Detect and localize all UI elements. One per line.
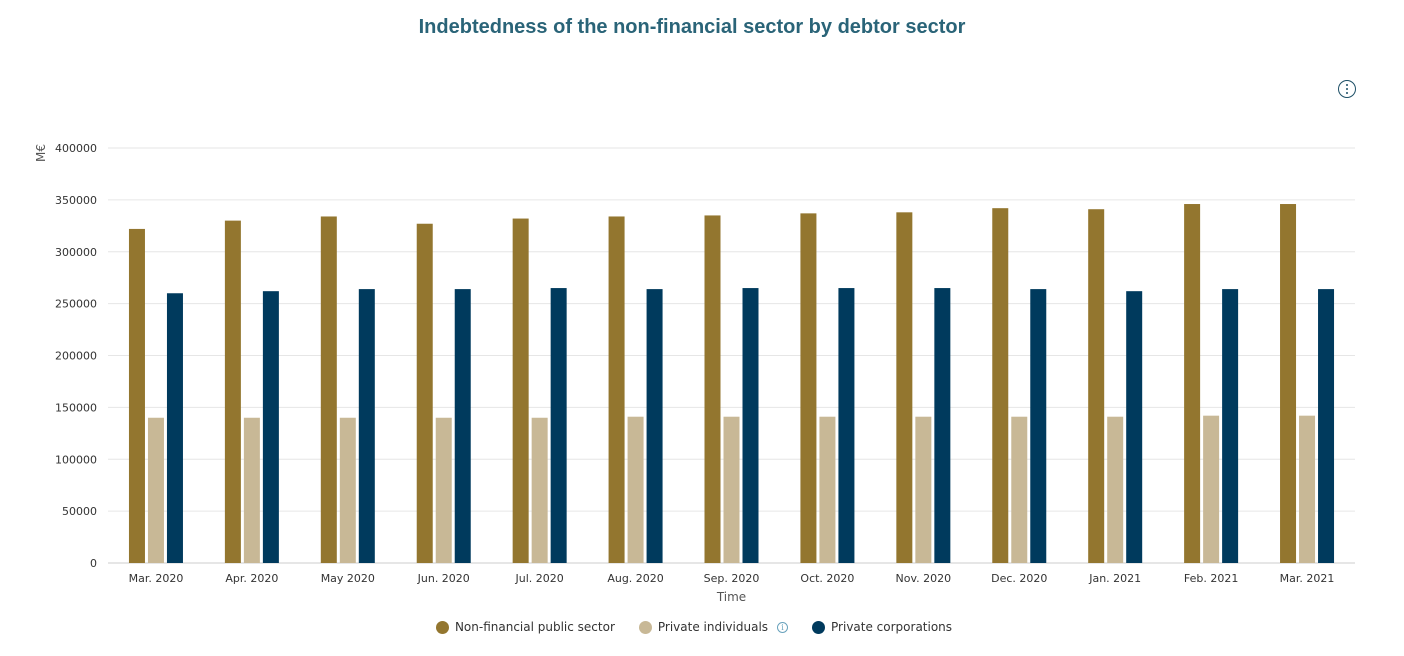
bar[interactable]	[454, 289, 471, 563]
legend: Non-financial public sector Private indi…	[0, 620, 1388, 634]
bar[interactable]	[1318, 289, 1335, 563]
bar[interactable]	[339, 417, 356, 563]
bar[interactable]	[1011, 416, 1028, 563]
y-tick-label: 50000	[62, 505, 97, 518]
legend-item-public-sector[interactable]: Non-financial public sector	[435, 620, 615, 634]
bar[interactable]	[992, 208, 1009, 564]
bar[interactable]	[550, 288, 567, 563]
y-axis-title: M€	[34, 144, 48, 162]
legend-swatch	[638, 620, 652, 634]
legend-item-private-individuals[interactable]: Private individuals i	[638, 620, 789, 634]
x-tick-label: Nov. 2020	[896, 572, 952, 585]
chart-menu-button[interactable]	[1338, 80, 1356, 98]
bar[interactable]	[742, 288, 759, 563]
y-tick-label: 400000	[55, 142, 97, 155]
y-tick-label: 300000	[55, 246, 97, 259]
bar[interactable]	[934, 288, 951, 563]
bar[interactable]	[166, 293, 183, 563]
bar[interactable]	[224, 220, 241, 563]
bar[interactable]	[262, 291, 279, 563]
bar[interactable]	[915, 416, 932, 563]
x-tick-label: Jan. 2021	[1088, 572, 1141, 585]
x-tick-label: Dec. 2020	[991, 572, 1047, 585]
y-tick-label: 350000	[55, 194, 97, 207]
bar[interactable]	[1299, 415, 1316, 563]
bar[interactable]	[320, 216, 337, 563]
bar[interactable]	[147, 417, 164, 563]
menu-dot	[1345, 91, 1349, 95]
y-tick-label: 250000	[55, 298, 97, 311]
bar[interactable]	[1088, 209, 1105, 563]
bar[interactable]	[1222, 289, 1239, 563]
y-tick-label: 0	[90, 557, 97, 570]
x-tick-label: Apr. 2020	[225, 572, 278, 585]
x-tick-label: May 2020	[321, 572, 375, 585]
bar[interactable]	[512, 218, 529, 564]
bar[interactable]	[1203, 415, 1220, 563]
x-tick-label: Jul. 2020	[515, 572, 564, 585]
legend-swatch	[812, 620, 826, 634]
bar[interactable]	[243, 417, 260, 563]
bar[interactable]	[608, 216, 625, 563]
legend-swatch	[435, 620, 449, 634]
bars	[128, 204, 1335, 564]
legend-label: Private corporations	[831, 620, 953, 634]
x-tick-label: Sep. 2020	[704, 572, 760, 585]
legend-label: Non-financial public sector	[454, 620, 615, 634]
y-tick-label: 100000	[55, 453, 97, 466]
bar[interactable]	[1280, 204, 1297, 563]
legend-item-private-corporations[interactable]: Private corporations	[812, 620, 952, 634]
menu-dot	[1345, 87, 1349, 91]
x-tick-label: Feb. 2021	[1184, 572, 1238, 585]
bar[interactable]	[819, 416, 836, 563]
bar[interactable]	[128, 228, 145, 564]
x-tick-label: Mar. 2020	[129, 572, 184, 585]
bar[interactable]	[723, 416, 740, 563]
y-tick-label: 200000	[55, 350, 97, 363]
bar[interactable]	[416, 223, 433, 564]
bar[interactable]	[646, 289, 663, 563]
x-tick-label: Aug. 2020	[607, 572, 663, 585]
bar[interactable]	[1184, 204, 1201, 563]
bar[interactable]	[358, 289, 375, 563]
x-axis-title: Time	[716, 590, 746, 604]
bar[interactable]	[627, 416, 644, 563]
chart-title: Indebtedness of the non-financial sector…	[418, 16, 966, 38]
x-tick-label: Oct. 2020	[800, 572, 854, 585]
y-axis-ticks: 0 50000 100000 150000 200000 250000 300000 3500…	[55, 142, 97, 570]
bar[interactable]	[800, 213, 817, 564]
bar[interactable]	[838, 288, 855, 563]
legend-label: Private individuals	[657, 620, 769, 634]
bar[interactable]	[531, 417, 548, 563]
bar[interactable]	[704, 215, 721, 563]
bar[interactable]	[896, 212, 913, 563]
x-tick-label: Jun. 2020	[417, 572, 470, 585]
x-tick-label: Mar. 2021	[1280, 572, 1335, 585]
bar[interactable]	[1030, 289, 1047, 563]
y-tick-label: 150000	[55, 401, 97, 414]
info-icon[interactable]: i	[777, 621, 789, 633]
more-vertical-icon	[1345, 83, 1349, 87]
bar[interactable]	[1126, 291, 1143, 563]
x-axis-ticks: Mar. 2020 Apr. 2020 May 2020 Jun. 2020 Jul. …	[129, 572, 1335, 585]
bar[interactable]	[1107, 416, 1124, 563]
bar[interactable]	[435, 417, 452, 563]
